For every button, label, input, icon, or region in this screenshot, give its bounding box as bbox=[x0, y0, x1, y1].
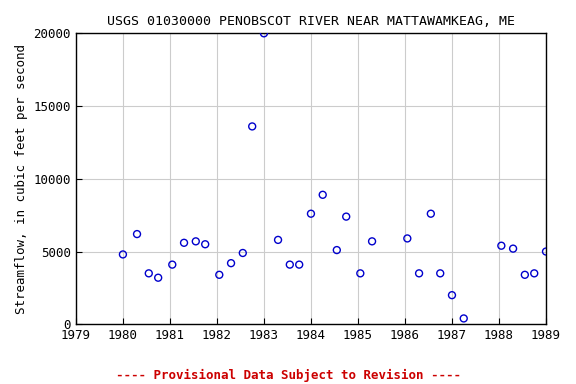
Point bbox=[497, 243, 506, 249]
Title: USGS 01030000 PENOBSCOT RIVER NEAR MATTAWAMKEAG, ME: USGS 01030000 PENOBSCOT RIVER NEAR MATTA… bbox=[107, 15, 515, 28]
Point bbox=[144, 270, 153, 276]
Point bbox=[226, 260, 236, 266]
Point bbox=[356, 270, 365, 276]
Point bbox=[318, 192, 327, 198]
Point bbox=[259, 30, 268, 36]
Point bbox=[238, 250, 248, 256]
Point bbox=[191, 238, 200, 245]
Point bbox=[332, 247, 342, 253]
Point bbox=[294, 262, 304, 268]
Point bbox=[520, 272, 529, 278]
Point bbox=[215, 272, 224, 278]
Point bbox=[435, 270, 445, 276]
Point bbox=[285, 262, 294, 268]
Point bbox=[530, 270, 539, 276]
Point bbox=[274, 237, 283, 243]
Point bbox=[553, 270, 562, 276]
Point bbox=[367, 238, 377, 245]
Point bbox=[118, 252, 127, 258]
Point bbox=[415, 270, 424, 276]
Y-axis label: Streamflow, in cubic feet per second: Streamflow, in cubic feet per second bbox=[15, 44, 28, 314]
Point bbox=[168, 262, 177, 268]
Point bbox=[509, 245, 518, 252]
Point bbox=[248, 123, 257, 129]
Point bbox=[459, 315, 468, 321]
Point bbox=[180, 240, 189, 246]
Text: ---- Provisional Data Subject to Revision ----: ---- Provisional Data Subject to Revisio… bbox=[116, 369, 460, 382]
Point bbox=[132, 231, 142, 237]
Point bbox=[403, 235, 412, 242]
Point bbox=[200, 241, 210, 247]
Point bbox=[426, 211, 435, 217]
Point bbox=[306, 211, 316, 217]
Point bbox=[541, 248, 551, 255]
Point bbox=[448, 292, 457, 298]
Point bbox=[342, 214, 351, 220]
Point bbox=[154, 275, 163, 281]
